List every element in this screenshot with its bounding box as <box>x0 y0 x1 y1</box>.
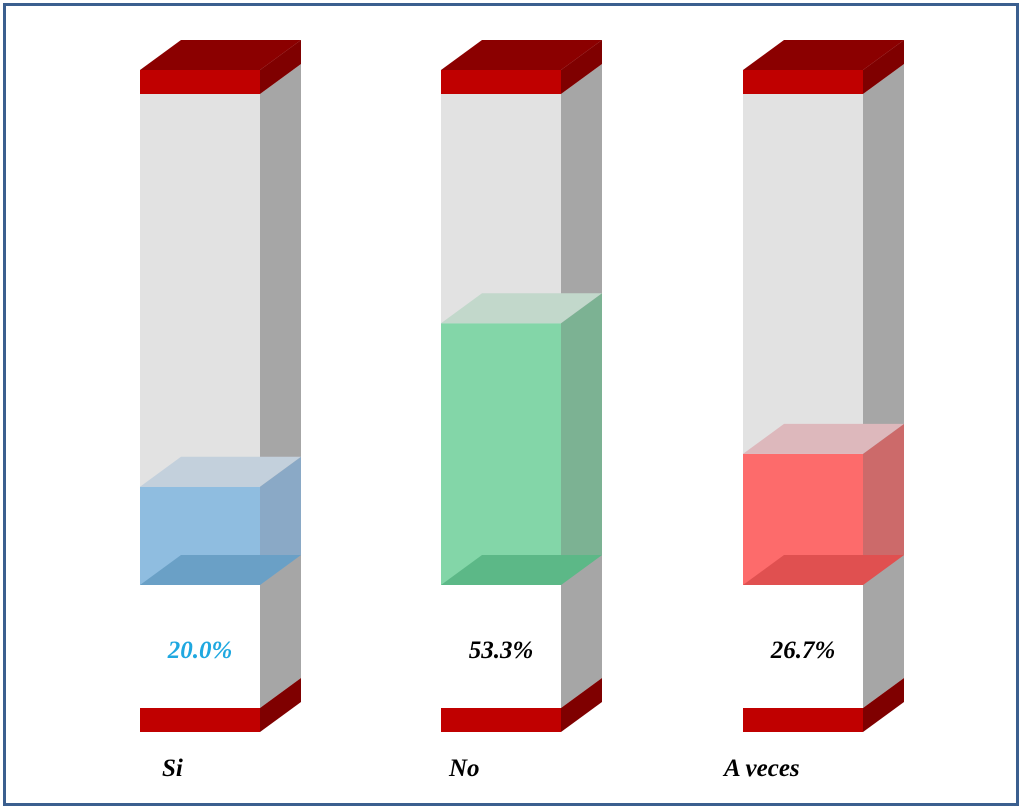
fill-side-1 <box>260 456 301 585</box>
top-cap-side-3 <box>863 40 904 94</box>
bottom-cap-front-1 <box>140 708 260 732</box>
top-cap-front-1 <box>140 70 260 94</box>
fill-bottom-1 <box>140 555 301 585</box>
fill-side-2 <box>561 293 602 585</box>
top-cap-side-2 <box>561 40 602 94</box>
bottom-cap-side-3 <box>863 678 904 732</box>
fill-side-3 <box>863 423 904 585</box>
bottom-cap-side-1 <box>260 678 301 732</box>
tube-side <box>863 64 904 708</box>
top-cap-top-1 <box>140 40 301 70</box>
fill-bottom-3 <box>743 555 904 585</box>
fill-front-2 <box>441 323 561 585</box>
tube-side <box>260 64 301 708</box>
top-cap-top-2 <box>441 40 602 70</box>
top-cap-top-3 <box>743 40 904 70</box>
bottom-cap-side-2 <box>561 678 602 732</box>
top-cap-front-3 <box>743 70 863 94</box>
fill-top-1 <box>140 456 301 487</box>
bottom-cap-front-2 <box>441 708 561 732</box>
top-cap-side-1 <box>260 40 301 94</box>
data-label-1: 20.0% <box>167 637 233 664</box>
fill-top-3 <box>743 423 904 454</box>
data-label-2: 53.3% <box>469 637 534 664</box>
category-label-1: Si <box>162 755 183 782</box>
fill-top-2 <box>441 293 602 324</box>
category-label-2: No <box>448 755 480 782</box>
top-cap-front-2 <box>441 70 561 94</box>
data-label-3: 26.7% <box>770 637 836 664</box>
bottom-cap-front-3 <box>743 708 863 732</box>
category-label-3: A veces <box>722 755 800 782</box>
fill-bottom-2 <box>441 555 602 585</box>
